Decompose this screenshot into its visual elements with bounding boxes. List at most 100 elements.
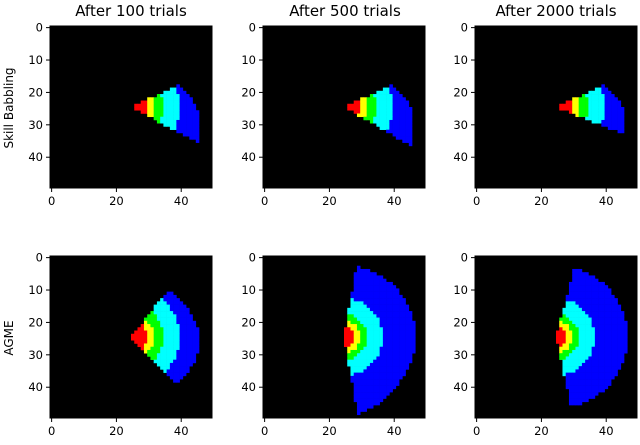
heatmap-cell	[565, 333, 570, 338]
heatmap-cell	[140, 333, 145, 338]
heatmap-cell	[604, 324, 609, 328]
heatmap-cell	[607, 327, 612, 331]
heatmap-cell	[379, 291, 384, 296]
heatmap-cell	[376, 100, 380, 105]
heatmap-cell	[594, 314, 599, 318]
heatmap-cell	[578, 307, 583, 312]
heatmap-cell	[195, 327, 200, 331]
heatmap-cell	[604, 100, 609, 105]
heatmap-cell	[382, 324, 387, 328]
heatmap-cell	[575, 275, 579, 279]
heatmap-cell	[575, 298, 579, 302]
heatmap-cell	[562, 346, 567, 351]
heatmap-cell	[392, 304, 397, 309]
heatmap-cell	[611, 301, 615, 305]
heatmap-cell	[363, 294, 367, 299]
heatmap-cell	[607, 343, 612, 348]
heatmap-cell	[581, 314, 586, 318]
heatmap-cell	[386, 346, 390, 351]
heatmap-cell	[192, 337, 197, 341]
heatmap-cell	[376, 311, 380, 315]
heatmap-cell	[363, 385, 367, 390]
heatmap-cell	[195, 123, 200, 127]
heatmap-cell	[395, 359, 400, 364]
heatmap-cell	[140, 107, 145, 111]
heatmap-cell	[140, 346, 145, 351]
heatmap-cell	[611, 340, 615, 344]
heatmap-cell	[607, 97, 612, 101]
heatmap-cell	[179, 317, 184, 322]
heatmap-cell	[376, 340, 380, 344]
heatmap-cell	[153, 349, 158, 354]
heatmap-cell	[585, 294, 589, 299]
heatmap-cell	[179, 320, 184, 325]
heatmap-cell	[601, 343, 605, 348]
heatmap-cell	[402, 353, 406, 357]
heatmap-cell	[604, 359, 609, 364]
heatmap-cell	[156, 94, 161, 98]
heatmap-cell	[607, 330, 612, 335]
heatmap-cell	[379, 343, 384, 348]
heatmap-cell	[166, 333, 171, 338]
heatmap-cell	[379, 359, 384, 364]
heatmap-cell	[607, 346, 612, 351]
heatmap-cell	[366, 366, 371, 370]
heatmap-cell	[173, 87, 177, 92]
heatmap-cell	[369, 275, 374, 279]
heatmap-cell	[575, 327, 579, 331]
heatmap-cell	[379, 278, 384, 283]
heatmap-cell	[186, 107, 190, 111]
heatmap-cell	[585, 314, 589, 318]
heatmap-cell	[156, 343, 161, 348]
heatmap-cell	[585, 281, 589, 286]
heatmap-cell	[565, 314, 570, 318]
heatmap-cell	[379, 281, 384, 286]
heatmap-cell	[169, 110, 174, 114]
heatmap-cell	[578, 320, 583, 325]
heatmap-cell	[614, 119, 618, 124]
heatmap-cell	[395, 320, 400, 325]
heatmap-cell	[607, 353, 612, 357]
heatmap-cell	[598, 110, 602, 114]
heatmap-cell	[189, 340, 193, 344]
heatmap-cell	[402, 139, 406, 143]
heatmap-cell	[575, 285, 579, 289]
heatmap-cell	[578, 362, 583, 367]
heatmap-cell	[356, 113, 361, 118]
heatmap-cell	[604, 320, 609, 325]
heatmap-cell	[350, 369, 355, 373]
heatmap-cell	[134, 103, 138, 108]
heatmap-cell	[614, 107, 618, 111]
heatmap-cell	[402, 324, 406, 328]
heatmap-cell	[568, 362, 573, 367]
heatmap-cell	[601, 356, 605, 360]
heatmap-cell	[607, 94, 612, 98]
heatmap-cell	[363, 408, 367, 412]
heatmap-cell	[562, 320, 567, 325]
heatmap-cell	[562, 362, 567, 367]
heatmap-cell	[173, 330, 177, 335]
heatmap-cell	[160, 346, 164, 351]
heatmap-cell	[176, 87, 180, 92]
heatmap-cell	[598, 366, 602, 370]
heatmap-cell	[572, 382, 576, 386]
heatmap-cell	[369, 369, 374, 373]
heatmap-cell	[588, 369, 592, 373]
heatmap-cell	[575, 304, 579, 309]
heatmap-cell	[402, 359, 406, 364]
heatmap-cell	[620, 346, 625, 351]
heatmap-cell	[581, 275, 586, 279]
heatmap-cell	[617, 327, 622, 331]
heatmap-cell	[598, 356, 602, 360]
heatmap-cell	[604, 317, 609, 322]
heatmap-cell	[373, 110, 377, 114]
y-tick-label: 0	[461, 21, 468, 35]
heatmap-cell	[173, 100, 177, 105]
heatmap-cell	[192, 327, 197, 331]
heatmap-cell	[581, 330, 586, 335]
heatmap-cell	[572, 359, 576, 364]
heatmap-cell	[366, 349, 371, 354]
heatmap-cell	[350, 311, 355, 315]
heatmap-cell	[594, 100, 599, 105]
